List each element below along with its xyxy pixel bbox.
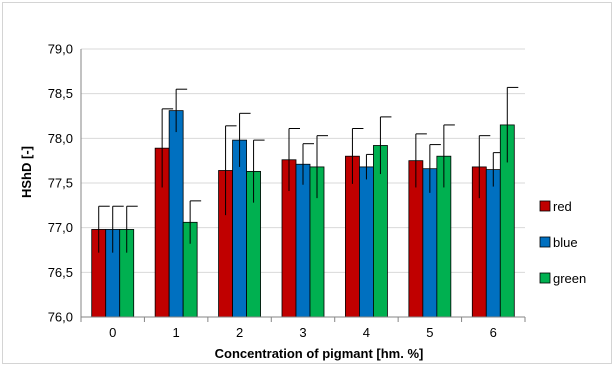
legend: red blue green bbox=[539, 199, 586, 286]
legend-label-green: green bbox=[553, 271, 586, 286]
legend-swatch-blue bbox=[539, 236, 551, 248]
x-tick-label: 5 bbox=[426, 325, 433, 340]
x-tick-label: 1 bbox=[173, 325, 180, 340]
bar-blue bbox=[485, 169, 501, 318]
bar-chart: 76,0 76,5 77,0 77,5 78,0 78,5 79,0 0 1 2 3 4 5 6 red b… bbox=[19, 42, 586, 362]
y-tick-label: 77,0 bbox=[48, 220, 73, 235]
y-axis-title: HShD [-] bbox=[19, 146, 34, 198]
legend-swatch-green bbox=[539, 272, 551, 284]
bars bbox=[91, 86, 519, 318]
y-tick-label: 76,5 bbox=[48, 265, 73, 280]
chart-frame: 76,0 76,5 77,0 77,5 78,0 78,5 79,0 0 1 2 3 4 5 6 red b… bbox=[2, 2, 612, 364]
legend-label-red: red bbox=[553, 199, 572, 214]
x-tick-label: 0 bbox=[109, 325, 116, 340]
legend-label-blue: blue bbox=[553, 235, 578, 250]
y-tick-label: 78,0 bbox=[48, 131, 73, 146]
y-tick-label: 76,0 bbox=[48, 310, 73, 325]
y-tick-label: 78,5 bbox=[48, 86, 73, 101]
bar-blue bbox=[295, 163, 311, 318]
y-tick-label: 79,0 bbox=[48, 42, 73, 57]
y-tick-label: 77,5 bbox=[48, 176, 73, 191]
bar-blue bbox=[168, 110, 184, 318]
legend-swatch-red bbox=[539, 200, 551, 212]
x-tick-label: 3 bbox=[299, 325, 306, 340]
bar-blue bbox=[359, 166, 374, 318]
x-tick-label: 2 bbox=[236, 325, 243, 340]
x-axis-title: Concentration of pigmant [hm. %] bbox=[215, 346, 424, 361]
x-tick-label: 4 bbox=[363, 325, 370, 340]
x-tick-label: 6 bbox=[490, 325, 497, 340]
axes: 76,0 76,5 77,0 77,5 78,0 78,5 79,0 0 1 2 3 4 5 6 bbox=[48, 42, 526, 340]
